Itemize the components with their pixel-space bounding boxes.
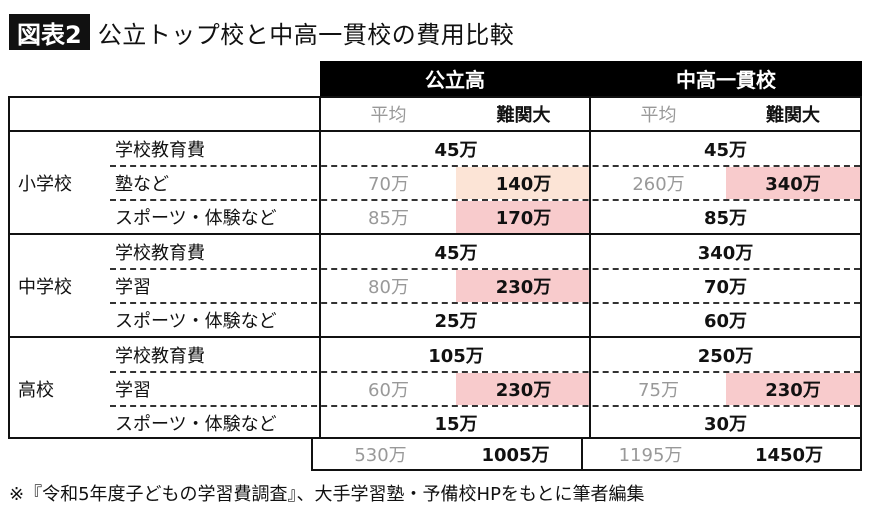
subheader-row: 平均 難関大 平均 難関大 — [10, 98, 860, 132]
figure-badge: 図表2 — [9, 14, 90, 50]
row-label: 学校教育費 — [115, 345, 205, 367]
cost-comparison-table: 平均 難関大 平均 難関大 小学校 学校教育費 45万 45万 塾など 70万 … — [8, 96, 862, 439]
value-public-top: 140万 — [456, 167, 591, 199]
row-divider — [110, 405, 860, 407]
value-public: 45万 — [434, 139, 478, 161]
column-divider-group — [581, 439, 583, 469]
total-ikkan-top: 1450万 — [754, 445, 824, 466]
value-ikkan: 85万 — [703, 208, 748, 229]
column-group-public: 公立高 — [425, 68, 485, 92]
value-public: 105万 — [428, 345, 484, 367]
total-public-top: 1005万 — [481, 445, 550, 466]
value-ikkan-top: 230万 — [726, 373, 860, 405]
value-public-avg: 70万 — [368, 174, 409, 195]
value-public-top: 230万 — [456, 373, 591, 405]
total-public-avg: 530万 — [354, 445, 407, 466]
figure-title-text: 公立トップ校と中高一貫校の費用比較 — [97, 20, 515, 49]
section-high-school: 高校 学校教育費 105万 250万 学習 60万 230万 75万 230万 … — [10, 338, 860, 439]
value-ikkan: 30万 — [703, 414, 748, 435]
row-label: 学校教育費 — [115, 242, 205, 264]
row-label: スポーツ・体験など — [115, 208, 277, 229]
row-label: 塾など — [115, 174, 169, 195]
totals-row: 530万 1005万 1195万 1450万 — [311, 439, 862, 471]
value-public: 25万 — [434, 311, 478, 332]
section-label: 中学校 — [18, 276, 72, 298]
subheader-public-avg: 平均 — [370, 105, 407, 126]
subheader-ikkan-avg: 平均 — [640, 105, 677, 126]
row-divider — [110, 371, 860, 373]
section-junior-high: 中学校 学校教育費 45万 340万 学習 80万 230万 70万 スポーツ・… — [10, 235, 860, 338]
row-divider — [110, 302, 860, 304]
figure-title: 図表2 公立トップ校と中高一貫校の費用比較 — [9, 14, 514, 50]
total-ikkan-avg: 1195万 — [618, 445, 683, 466]
section-label: 小学校 — [18, 173, 72, 195]
section-elementary: 小学校 学校教育費 45万 45万 塾など 70万 140万 260万 340万… — [10, 132, 860, 235]
value-public-avg: 60万 — [368, 380, 409, 401]
column-group-header: 公立高 中高一貫校 — [320, 61, 862, 96]
row-label: 学校教育費 — [115, 139, 205, 161]
subheader-ikkan-top: 難関大 — [766, 105, 820, 126]
value-ikkan-avg: 75万 — [638, 380, 679, 401]
source-footnote: ※『令和5年度子どもの学習費調査』、大手学習塾・予備校HPをもとに筆者編集 — [9, 484, 645, 505]
row-label: スポーツ・体験など — [115, 311, 277, 332]
column-group-ikkan: 中高一貫校 — [676, 68, 776, 92]
value-public: 45万 — [434, 242, 478, 264]
value-ikkan: 340万 — [697, 242, 754, 264]
section-label: 高校 — [18, 379, 54, 401]
value-public-top: 170万 — [456, 201, 591, 233]
row-label: スポーツ・体験など — [115, 414, 277, 435]
value-ikkan: 45万 — [703, 139, 748, 161]
column-divider-group — [589, 98, 591, 437]
value-ikkan: 60万 — [703, 311, 748, 332]
row-divider — [110, 165, 860, 167]
value-ikkan: 250万 — [697, 345, 754, 367]
row-divider — [110, 268, 860, 270]
row-label: 学習 — [115, 277, 151, 298]
value-public-avg: 85万 — [368, 208, 409, 229]
value-public: 15万 — [434, 414, 478, 435]
column-divider-label — [319, 98, 321, 437]
value-public-avg: 80万 — [368, 277, 409, 298]
value-public-top: 230万 — [456, 270, 591, 302]
row-divider — [110, 199, 860, 201]
row-label: 学習 — [115, 380, 151, 401]
value-ikkan: 70万 — [703, 277, 748, 298]
value-ikkan-top: 340万 — [726, 167, 860, 199]
subheader-public-top: 難関大 — [496, 105, 551, 126]
value-ikkan-avg: 260万 — [632, 174, 685, 195]
